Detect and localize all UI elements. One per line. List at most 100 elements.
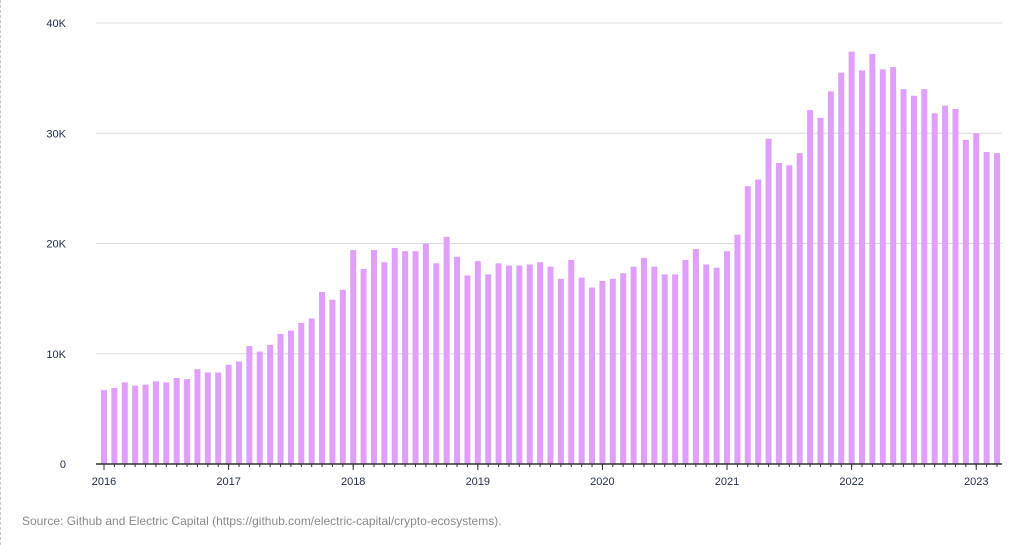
bar [350, 250, 357, 464]
bar [184, 379, 191, 464]
y-tick-label: 20K [46, 239, 66, 251]
bar [308, 318, 315, 464]
bar [246, 346, 253, 464]
bar [848, 51, 855, 464]
bar [599, 280, 606, 464]
bar [215, 372, 222, 464]
bar [744, 186, 751, 465]
bar [256, 351, 263, 464]
bar [319, 292, 326, 464]
x-tick-label: 2019 [466, 476, 490, 488]
bar [817, 117, 824, 464]
bar [101, 390, 107, 464]
bar [620, 273, 627, 464]
bar [443, 236, 450, 464]
x-tick-label: 2021 [715, 476, 739, 488]
bar [339, 289, 346, 464]
bar [495, 263, 502, 464]
bar [537, 262, 544, 464]
bar [152, 381, 159, 464]
bar [298, 322, 305, 464]
bar [900, 89, 907, 465]
bar [724, 251, 731, 464]
bar [910, 95, 917, 464]
bar [194, 369, 201, 464]
bar [163, 382, 170, 464]
bar [713, 267, 720, 464]
bar [433, 263, 440, 464]
bar [651, 266, 658, 464]
bar [962, 139, 969, 465]
bar [827, 91, 834, 464]
x-tick-label: 2016 [92, 476, 116, 488]
x-tick-label: 2018 [341, 476, 365, 488]
bar [921, 89, 928, 465]
bar-chart: 0 10K 20K 30K 40K 2016 2017 2018 2019 2020 2021 202… [46, 18, 1002, 488]
bar [557, 278, 564, 464]
bar [692, 249, 699, 464]
bar [807, 110, 814, 464]
bar [412, 251, 419, 464]
x-tick-label: 2017 [216, 476, 240, 488]
bar [277, 333, 284, 464]
bar [796, 153, 803, 464]
bar [775, 163, 782, 464]
bar [474, 261, 481, 464]
bar [630, 266, 637, 464]
y-tick-label: 40K [46, 18, 66, 30]
bar [111, 387, 118, 464]
axes: 0 10K 20K 30K 40K 2016 2017 2018 2019 2020 2021 202… [46, 18, 1002, 488]
bar [890, 67, 897, 464]
bar [734, 234, 741, 464]
x-tick-label: 2022 [839, 476, 863, 488]
bar [589, 287, 596, 464]
y-tick-label: 0 [60, 459, 66, 471]
bar [121, 382, 128, 464]
bar [568, 260, 575, 464]
bar [422, 243, 429, 464]
bar [994, 153, 1000, 464]
bar [931, 113, 938, 464]
source-note: Source: Github and Electric Capital (htt… [22, 514, 502, 528]
bar [973, 133, 980, 464]
bar [132, 385, 139, 464]
x-tick-label: 2020 [590, 476, 614, 488]
bar [370, 250, 377, 464]
bar [942, 105, 949, 464]
bar [682, 260, 689, 464]
bar [267, 344, 274, 464]
bar [609, 278, 616, 464]
bar [516, 265, 523, 464]
bar [464, 275, 471, 464]
bar [485, 274, 492, 464]
bar [952, 108, 959, 465]
bar [879, 69, 886, 465]
bar [672, 274, 679, 464]
bar [329, 299, 336, 464]
bar [526, 264, 533, 464]
bar [661, 274, 668, 464]
bar [838, 72, 845, 465]
y-tick-label: 30K [46, 128, 66, 140]
bar [765, 138, 772, 464]
bar [755, 179, 762, 464]
bar [360, 268, 367, 464]
bar [983, 151, 990, 464]
y-tick-label: 10K [46, 349, 66, 361]
bar [703, 264, 710, 464]
bar [640, 257, 647, 464]
bar [786, 165, 793, 464]
bar [454, 256, 461, 464]
bar [225, 364, 232, 464]
bar [547, 266, 554, 464]
bar [204, 372, 211, 464]
x-tick-label: 2023 [964, 476, 988, 488]
bar [391, 247, 398, 464]
bar [173, 378, 180, 464]
bar [505, 265, 512, 464]
bar [402, 251, 409, 464]
bar-series [101, 51, 1000, 465]
bar [859, 70, 866, 464]
bar [235, 361, 242, 464]
bar [142, 384, 149, 464]
